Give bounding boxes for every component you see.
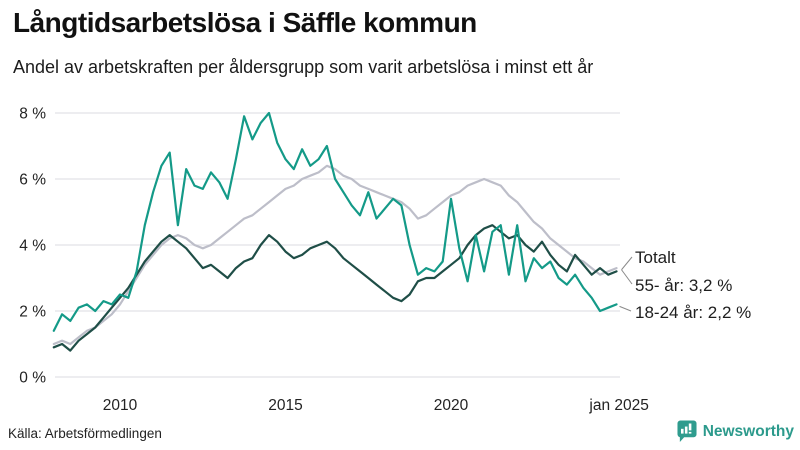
newsworthy-logo-icon (677, 420, 697, 442)
y-tick-label: 4 % (19, 238, 46, 255)
source-note: Källa: Arbetsförmedlingen (8, 426, 162, 441)
series-line-55-r (52, 224, 618, 352)
y-tick-label: 8 % (19, 106, 46, 123)
series-line-totalt (52, 164, 618, 346)
leader-line-18-24 (619, 305, 632, 312)
series-end-label: 55- år: 3,2 % (635, 276, 732, 295)
y-tick-label: 6 % (19, 172, 46, 189)
leader-line-totalt (621, 256, 633, 271)
page-title: Långtidsarbetslösa i Säffle kommun (13, 7, 477, 38)
x-tick-label: 2015 (268, 397, 302, 414)
y-tick-label: 2 % (19, 304, 46, 321)
x-tick-label: 2010 (103, 397, 138, 414)
x-tick-label: jan 2025 (588, 397, 648, 414)
series-line-18-24-r (52, 111, 618, 332)
x-tick-label: 2020 (434, 397, 469, 414)
y-tick-label: 0 % (19, 370, 46, 387)
chart-subtitle: Andel av arbetskraften per åldersgrupp s… (13, 57, 594, 77)
series-end-label: Totalt (635, 248, 676, 267)
brand-lockup: Newsworthy (677, 420, 794, 443)
brand-name: Newsworthy (702, 422, 794, 440)
series-end-label: 18-24 år: 2,2 % (635, 303, 751, 322)
leader-line-55 (621, 269, 633, 285)
